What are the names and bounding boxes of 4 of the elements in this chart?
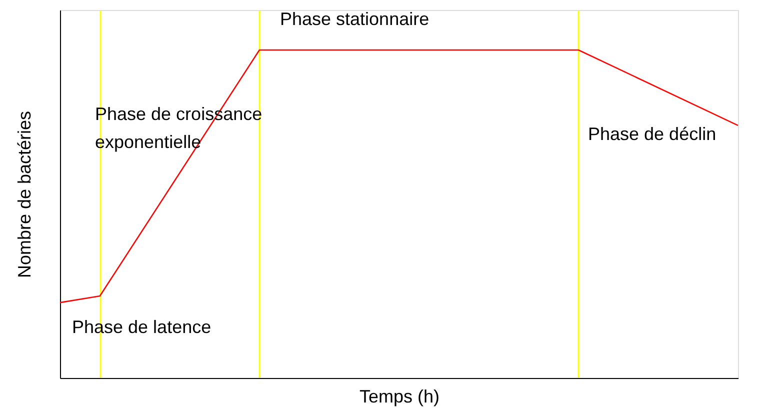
y-axis-title: Nombre de bactéries [14,110,34,278]
text: Phase stationnaire [280,9,430,29]
x-axis-title: Temps (h) [359,386,440,406]
annotation: Phase de déclin [588,124,716,144]
